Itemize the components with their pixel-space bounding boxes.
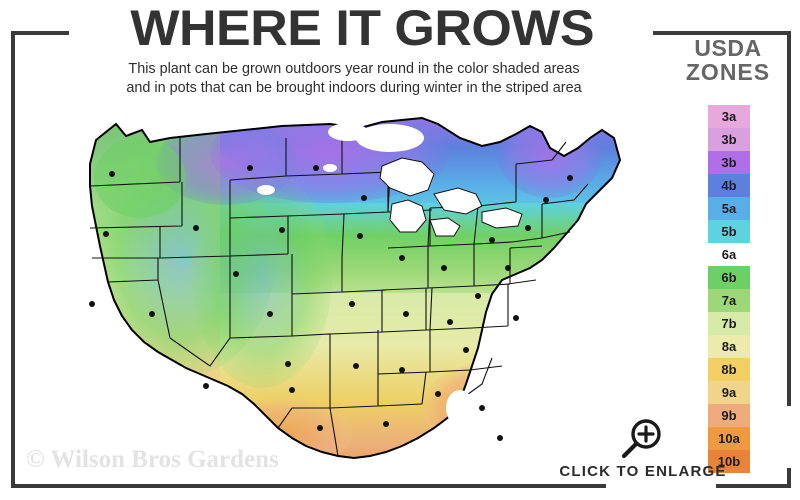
click-to-enlarge-label[interactable]: CLICK TO ENLARGE	[559, 463, 727, 480]
zone-swatch-8b-11[interactable]: 8b	[708, 358, 750, 381]
zone-swatch-5a-4[interactable]: 5a	[708, 197, 750, 220]
usda-zone-map-svg	[89, 116, 622, 460]
zone-swatch-label: 6b	[721, 270, 737, 285]
zone-swatch-10a-14[interactable]: 10a	[708, 427, 750, 450]
zone-swatch-7a-8[interactable]: 7a	[708, 289, 750, 312]
zone-swatch-label: 3b	[721, 132, 737, 147]
great-lakes	[379, 157, 523, 237]
map-location-dots	[89, 165, 573, 441]
state-boundaries	[89, 134, 589, 457]
zone-swatch-label: 9b	[721, 408, 737, 423]
zone-swatch-label: 5b	[721, 224, 737, 239]
zone-swatch-label: 3b	[721, 155, 737, 170]
frame-right-notch	[783, 406, 795, 468]
zone-swatch-label: 10b	[717, 454, 741, 469]
zone-swatch-label: 4b	[721, 178, 737, 193]
usa-national-outline	[89, 116, 622, 460]
zone-swatch-label: 9a	[721, 385, 737, 400]
zone-swatch-9a-12[interactable]: 9a	[708, 381, 750, 404]
zone-swatch-7b-9[interactable]: 7b	[708, 312, 750, 335]
zone-swatch-label: 7b	[721, 316, 737, 331]
zone-swatch-3a-0[interactable]: 3a	[708, 105, 750, 128]
watermark: © Wilson Bros Gardens	[26, 446, 279, 473]
unzoned-patches	[257, 123, 474, 426]
zone-swatch-3b-1[interactable]: 3b	[708, 128, 750, 151]
legend-title-line-2: ZONES	[685, 59, 771, 85]
zone-swatch-label: 6a	[721, 247, 737, 262]
zone-swatch-label: 7a	[721, 293, 737, 308]
frame-top-right-segment	[653, 31, 791, 35]
zone-swatch-10b-15[interactable]: 10b	[708, 450, 750, 473]
frame-bottom-segment	[11, 484, 791, 488]
legend-title: USDA ZONES	[668, 36, 788, 84]
zone-swatch-label: 10a	[718, 431, 740, 446]
legend-title-line-1: USDA	[694, 35, 762, 61]
frame-right-segment	[787, 31, 791, 488]
zone-swatch-6a-6[interactable]: 6a	[708, 243, 750, 266]
frame-top-left-segment	[11, 31, 69, 35]
zone-swatch-5b-5[interactable]: 5b	[708, 220, 750, 243]
zone-swatch-label: 5a	[721, 201, 737, 216]
subtitle-line-2: and in pots that can be brought indoors …	[126, 80, 582, 96]
zone-swatch-3b-2[interactable]: 3b	[708, 151, 750, 174]
usda-zone-legend: 3a 3b 3b 4b 5a 5b 6a 6b 7a 7b 8a 8b 9a 9b 10a 10b	[708, 105, 750, 473]
zone-swatch-4b-3[interactable]: 4b	[708, 174, 750, 197]
zone-swatch-label: 8a	[721, 339, 737, 354]
frame-bottom-notch	[606, 480, 716, 492]
page-subtitle: This plant can be grown outdoors year ro…	[46, 60, 662, 98]
zone-swatch-9b-13[interactable]: 9b	[708, 404, 750, 427]
zone-swatch-label: 8b	[721, 362, 737, 377]
zone-swatch-label: 3a	[721, 109, 737, 124]
subtitle-line-1: This plant can be grown outdoors year ro…	[128, 61, 580, 77]
page-title: WHERE IT GROWS	[130, 0, 595, 56]
map-zone-fills	[90, 118, 620, 458]
zone-swatch-8a-10[interactable]: 8a	[708, 335, 750, 358]
zone-swatch-6b-7[interactable]: 6b	[708, 266, 750, 289]
frame-left-segment	[11, 31, 15, 488]
usda-zone-map[interactable]	[30, 108, 670, 468]
magnifier-plus-icon[interactable]	[612, 416, 670, 462]
